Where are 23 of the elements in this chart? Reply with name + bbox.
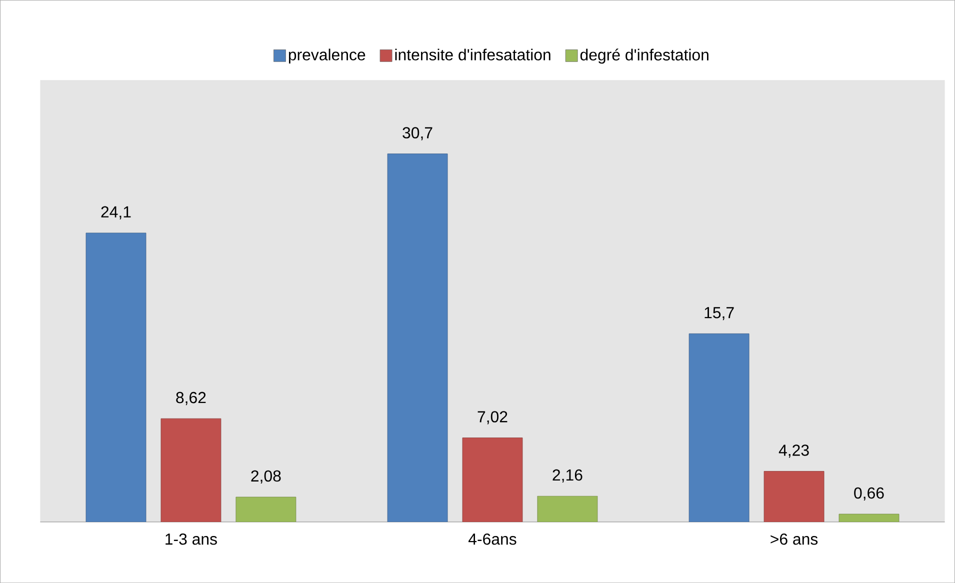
data-label: 7,02 [478,411,508,424]
bar [387,154,448,522]
data-label: 30,7 [402,127,432,140]
x-tick-label: >6 ans [770,533,818,545]
legend-label: intensite d'infesatation [395,48,550,60]
bar [462,438,523,522]
data-label: 2,08 [251,470,281,484]
legend-label: prevalence [288,48,366,64]
bar [160,418,222,522]
legend-label: degré d'infestation [580,48,708,64]
data-label: 8,62 [176,392,206,406]
bar [236,496,296,522]
bar [688,333,750,522]
data-label: 4,23 [778,444,809,458]
bar [537,496,598,522]
data-label: 2,16 [552,469,582,482]
data-label: 0,66 [854,487,884,500]
bar [86,232,146,522]
data-label: 24,1 [101,206,131,220]
data-label: 15,7 [704,307,734,320]
x-tick-label: 4-6ans [468,533,516,545]
x-tick-label: 1-3 ans [166,533,217,545]
bar [764,470,824,522]
